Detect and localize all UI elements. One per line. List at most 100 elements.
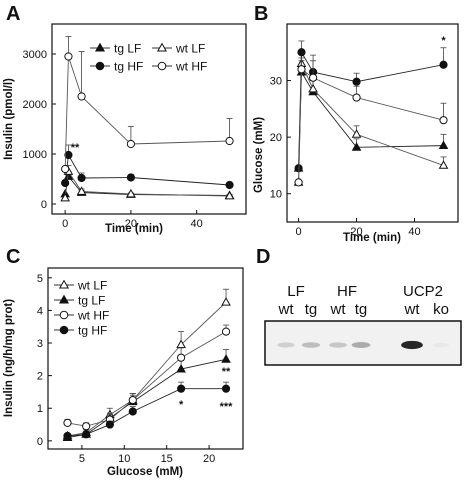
panel-b-xtick-label: 20: [350, 226, 362, 238]
panel-a-significance-mark: **: [71, 142, 80, 154]
panel-b-data-point: [439, 116, 448, 125]
panel-a-label: A: [6, 3, 20, 25]
panel-d-lane-ucp2-wt: wt: [404, 301, 421, 318]
blot-band: [432, 342, 450, 348]
panel-c-data-point: [177, 353, 186, 362]
panel-a-ytick-label: 2000: [23, 99, 47, 111]
panel-c-legend-marker: [59, 325, 69, 335]
panel-d: D LF HF UCP2 wt tg wt tg wt ko: [256, 246, 462, 366]
panel-c-ylabel: Insulin (ng/h/mg prot): [3, 299, 15, 417]
panel-b-data-point: [438, 160, 449, 169]
panel-c-xtick-label: 10: [118, 453, 130, 465]
panel-a-data-point: [126, 173, 136, 182]
panel-a-legend-marker: [157, 61, 167, 71]
panel-c-data-point: [177, 384, 186, 393]
panel-a-data-point: [126, 139, 136, 149]
panel-d-lane-hf-wt: wt: [330, 301, 347, 318]
panel-c-data-point: [63, 418, 72, 428]
panel-a-data-point: [61, 164, 70, 174]
panel-c-data-point: [63, 431, 72, 441]
panel-d-label: D: [256, 246, 270, 268]
panel-a-series-line: [64, 153, 230, 186]
panel-c-ytick-label: 0: [37, 436, 43, 448]
panel-c-significance-mark: **: [222, 366, 231, 378]
blot-band: [351, 342, 371, 348]
panel-b-xtick-label: 40: [408, 226, 420, 238]
panel-c-legend-label: tg HF: [78, 324, 107, 338]
panel-b-data-point: [308, 83, 318, 93]
panel-a-data-point: [76, 186, 87, 195]
panel-d-lane-lf-tg: tg: [305, 301, 318, 318]
panel-a-xtick-label: 0: [62, 218, 68, 230]
panel-c-legend-marker: [59, 310, 69, 320]
panel-b-data-point: [352, 77, 361, 86]
panel-c-xtick-label: 20: [203, 453, 215, 465]
blot-bands: [277, 340, 450, 350]
panel-b-plot: 0 20 40 10 20 30 *: [270, 23, 459, 238]
panel-b-xtick-label: 0: [296, 226, 302, 238]
panel-c-legend-label: wt HF: [77, 309, 109, 323]
panel-c-ytick-label: 1: [37, 403, 43, 415]
panel-a-legend-marker: [95, 61, 105, 71]
panel-a-xtick-label: 40: [191, 218, 203, 230]
panel-c-legend-marker: [58, 279, 70, 289]
panel-c-data-point: [221, 297, 231, 306]
panel-a-data-point: [61, 178, 70, 188]
panel-a-data-point: [225, 180, 234, 190]
panel-c-ytick-label: 3: [37, 338, 43, 350]
panel-a-legend-label: tg LF: [114, 42, 141, 56]
panel-c-legend-label: tg LF: [78, 294, 105, 308]
panel-a-legend-label: wt LF: [175, 42, 205, 56]
panel-c-significance-mark: *: [179, 399, 184, 411]
panel-d-lane-hf-tg: tg: [355, 301, 368, 318]
panel-a-legend-marker: [94, 42, 106, 52]
panel-a-ytick-label: 0: [41, 199, 47, 211]
panel-a-ylabel: Insulin (pmol/l): [3, 78, 15, 160]
blot-band: [329, 342, 347, 348]
panel-a: A 0 20 40 0 1000 2000 3000 ** tg LF tg HF wt LF wt …: [3, 3, 247, 235]
panel-c-ytick-label: 2: [37, 371, 43, 383]
panel-b-data-point: [352, 93, 361, 102]
panel-c-data-point: [128, 407, 137, 416]
panel-d-group-ucp2: UCP2: [403, 283, 443, 300]
blot-band: [301, 342, 321, 348]
panel-a-data-point: [225, 136, 234, 146]
panel-c-axes-frame: [47, 267, 244, 450]
panel-b-data-point: [351, 129, 362, 138]
panel-c-data-point: [221, 354, 231, 363]
panel-a-data-point: [60, 192, 70, 202]
panel-c-xtick-label: 5: [79, 453, 85, 465]
panel-b-data-point: [351, 142, 362, 151]
panel-a-ytick-label: 3000: [23, 49, 47, 61]
panel-c-label: C: [6, 246, 20, 268]
panel-c-data-point: [128, 395, 137, 405]
panel-a-data-point: [77, 173, 86, 183]
panel-b-label: B: [254, 3, 268, 25]
panel-a-axes-frame: [51, 23, 247, 215]
panel-a-data-point: [64, 52, 73, 61]
panel-a-xlabel: Time (min): [105, 223, 163, 235]
panel-c-data-point: [82, 422, 91, 431]
panel-b-series-line: [298, 70, 444, 169]
blot-band: [401, 340, 423, 350]
panel-c-data-point: [221, 384, 231, 393]
panel-c-significance-mark: ***: [220, 401, 234, 413]
panel-d-lane-ucp2-ko: ko: [433, 301, 449, 318]
panel-b-data-point: [297, 65, 306, 74]
panel-b-axes-frame: [286, 23, 459, 223]
panel-c-data-point: [221, 327, 231, 336]
panel-c-legend-label: wt LF: [77, 279, 107, 293]
panel-d-lane-lf-wt: wt: [278, 301, 295, 318]
panel-b-series-line: [298, 50, 444, 169]
panel-a-data-point: [126, 188, 136, 198]
panel-b-data-point: [308, 73, 318, 82]
panel-b-ytick-label: 30: [270, 76, 282, 88]
panel-d-group-hf: HF: [337, 283, 357, 300]
panel-b-ytick-label: 10: [270, 189, 282, 201]
panel-c-data-point: [176, 363, 186, 373]
panel-c-xlabel: Glucose (mM): [107, 466, 183, 478]
panel-c-ytick-label: 4: [37, 305, 43, 317]
panel-a-ytick-label: 1000: [23, 149, 47, 161]
panel-a-data-point: [224, 190, 235, 200]
